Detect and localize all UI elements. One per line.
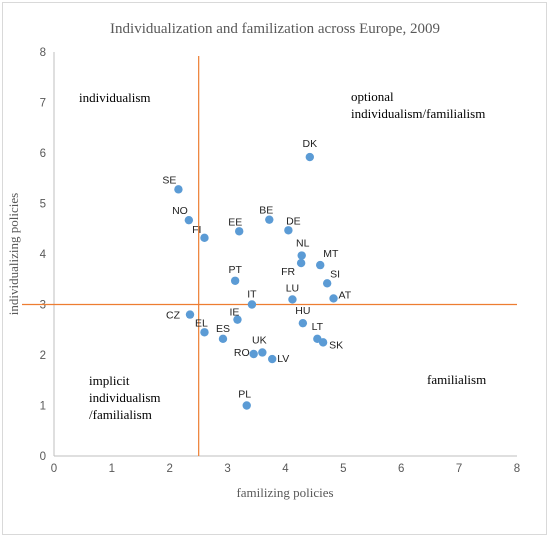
x-tick-label: 8 xyxy=(514,463,520,475)
data-label-fi: FI xyxy=(192,224,201,236)
data-label-el: EL xyxy=(195,317,208,329)
y-axis-label: individualizing policies xyxy=(6,193,21,315)
chart-title: Individualization and familization acros… xyxy=(110,21,440,37)
data-point-fr xyxy=(296,258,306,268)
y-tick-label: 4 xyxy=(40,249,47,261)
x-tick-label: 2 xyxy=(167,463,173,475)
quadrant-label: implicit xyxy=(89,373,130,388)
data-point-ee xyxy=(235,227,244,236)
data-point-hu xyxy=(298,318,308,328)
data-label-pt: PT xyxy=(228,264,242,276)
data-label-ee: EE xyxy=(228,216,242,228)
data-point-cz xyxy=(185,310,195,319)
data-point-el xyxy=(200,328,209,337)
y-tick-label: 3 xyxy=(40,300,46,312)
data-label-fr: FR xyxy=(281,266,295,278)
data-label-nl: NL xyxy=(296,238,310,250)
data-label-pl: PL xyxy=(238,389,251,401)
data-label-de: DE xyxy=(286,215,301,227)
data-label-be: BE xyxy=(259,205,273,217)
data-label-sk: SK xyxy=(329,339,343,351)
data-label-cz: CZ xyxy=(166,310,181,322)
data-label-no: NO xyxy=(172,205,188,217)
data-point-nl xyxy=(297,251,306,260)
y-tick-label: 5 xyxy=(40,199,46,211)
data-point-uk xyxy=(258,348,267,357)
data-point-ro xyxy=(249,349,258,359)
y-tick-label: 7 xyxy=(40,98,46,110)
data-point-es xyxy=(218,334,228,344)
data-point-lv xyxy=(267,354,277,364)
x-tick-label: 6 xyxy=(398,463,404,475)
x-tick-label: 4 xyxy=(282,463,289,475)
data-label-ie: IE xyxy=(230,307,240,319)
data-label-lu: LU xyxy=(286,282,299,294)
quadrant-label: individualism xyxy=(89,390,161,405)
data-point-no xyxy=(184,215,194,225)
quadrant-labels: individualism optional individualism/famil… xyxy=(79,89,486,422)
quadrant-label: individualism xyxy=(79,90,151,105)
quadrant-label: /familialism xyxy=(89,407,152,422)
quadrant-label: optional xyxy=(351,89,394,104)
data-point-sk xyxy=(318,338,328,347)
data-label-mt: MT xyxy=(323,248,339,260)
data-point-at xyxy=(329,294,338,303)
data-point-be xyxy=(265,215,274,224)
y-tick-label: 2 xyxy=(40,350,46,362)
data-label-se: SE xyxy=(162,174,176,186)
data-point-dk xyxy=(305,152,315,162)
x-tick-label: 5 xyxy=(340,463,346,475)
data-point-fi xyxy=(200,233,209,243)
data-point-mt xyxy=(316,260,325,270)
data-points: DK SE NO FI EE BE DE NL MT FR SI PT LU AT IT CZ IE HU EL ES… xyxy=(162,138,352,410)
x-axis-label: familizing policies xyxy=(236,485,333,500)
data-label-at: AT xyxy=(339,289,352,301)
x-tick-label: 0 xyxy=(51,463,57,475)
data-label-es: ES xyxy=(216,323,230,335)
data-label-it: IT xyxy=(247,289,257,301)
data-label-ro: RO xyxy=(234,347,250,359)
quadrant-label: familialism xyxy=(427,372,486,387)
data-label-dk: DK xyxy=(303,138,318,150)
quadrant-label: individualism/familialism xyxy=(351,106,485,121)
reference-lines xyxy=(22,56,517,456)
data-point-de xyxy=(284,226,293,235)
axes: 0 1 2 3 4 5 6 7 8 0 1 2 3 4 5 6 7 8 xyxy=(40,47,521,475)
data-point-ie xyxy=(233,315,242,324)
x-tick-label: 1 xyxy=(109,463,115,475)
y-tick-label: 8 xyxy=(40,47,46,59)
y-tick-label: 1 xyxy=(40,401,46,413)
data-point-si xyxy=(322,279,332,288)
x-tick-label: 7 xyxy=(456,463,462,475)
data-point-se xyxy=(174,185,183,194)
data-label-lt: LT xyxy=(312,321,324,333)
data-label-si: SI xyxy=(330,268,340,280)
data-point-pl xyxy=(242,401,251,410)
x-tick-label: 3 xyxy=(224,463,230,475)
y-tick-label: 0 xyxy=(40,451,46,463)
data-label-uk: UK xyxy=(252,334,267,346)
data-point-lu xyxy=(288,295,297,304)
data-point-it xyxy=(247,300,257,309)
data-point-pt xyxy=(230,276,240,285)
y-tick-label: 6 xyxy=(40,148,46,160)
data-label-lv: LV xyxy=(277,353,289,365)
data-label-hu: HU xyxy=(295,305,310,317)
